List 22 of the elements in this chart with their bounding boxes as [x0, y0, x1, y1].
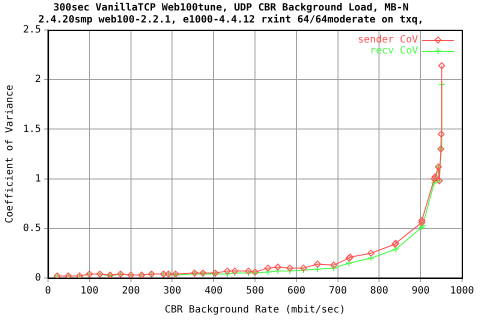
x-tick-label: 1000 [450, 286, 474, 297]
x-tick-label: 400 [204, 286, 223, 297]
x-tick-label: 800 [370, 286, 388, 297]
y-tick-label: 2.5 [23, 24, 42, 36]
x-tick-label: 600 [287, 286, 306, 297]
y-tick-label: 1 [35, 173, 42, 184]
x-axis-title: CBR Background Rate (mbit/sec) [164, 304, 346, 316]
y-tick-label: 0 [35, 272, 42, 284]
legend-label: sender CoV [358, 34, 418, 46]
y-tick-label: 0.5 [23, 222, 42, 234]
y-tick-label: 1.5 [23, 124, 42, 135]
x-tick-label: 300 [163, 286, 182, 297]
legend-label: recv CoV [370, 46, 418, 57]
y-tick-label: 2 [35, 74, 42, 86]
x-tick-label: 200 [122, 286, 140, 297]
x-tick-label: 500 [246, 286, 264, 297]
x-tick-label: 700 [328, 286, 347, 297]
x-tick-label: 100 [80, 286, 98, 297]
chart-title: 300sec VanillaTCP Web100tune, UDP CBR Background Load, MB-N 2.4.20smp web100-2.2.1, e1000-4.4.12 rxint 64/64moderate on txq, [38, 2, 424, 26]
y-axis-title: Coefficient of Variance [4, 84, 16, 224]
x-tick-label: 0 [45, 286, 52, 297]
x-tick-label: 900 [412, 286, 430, 297]
